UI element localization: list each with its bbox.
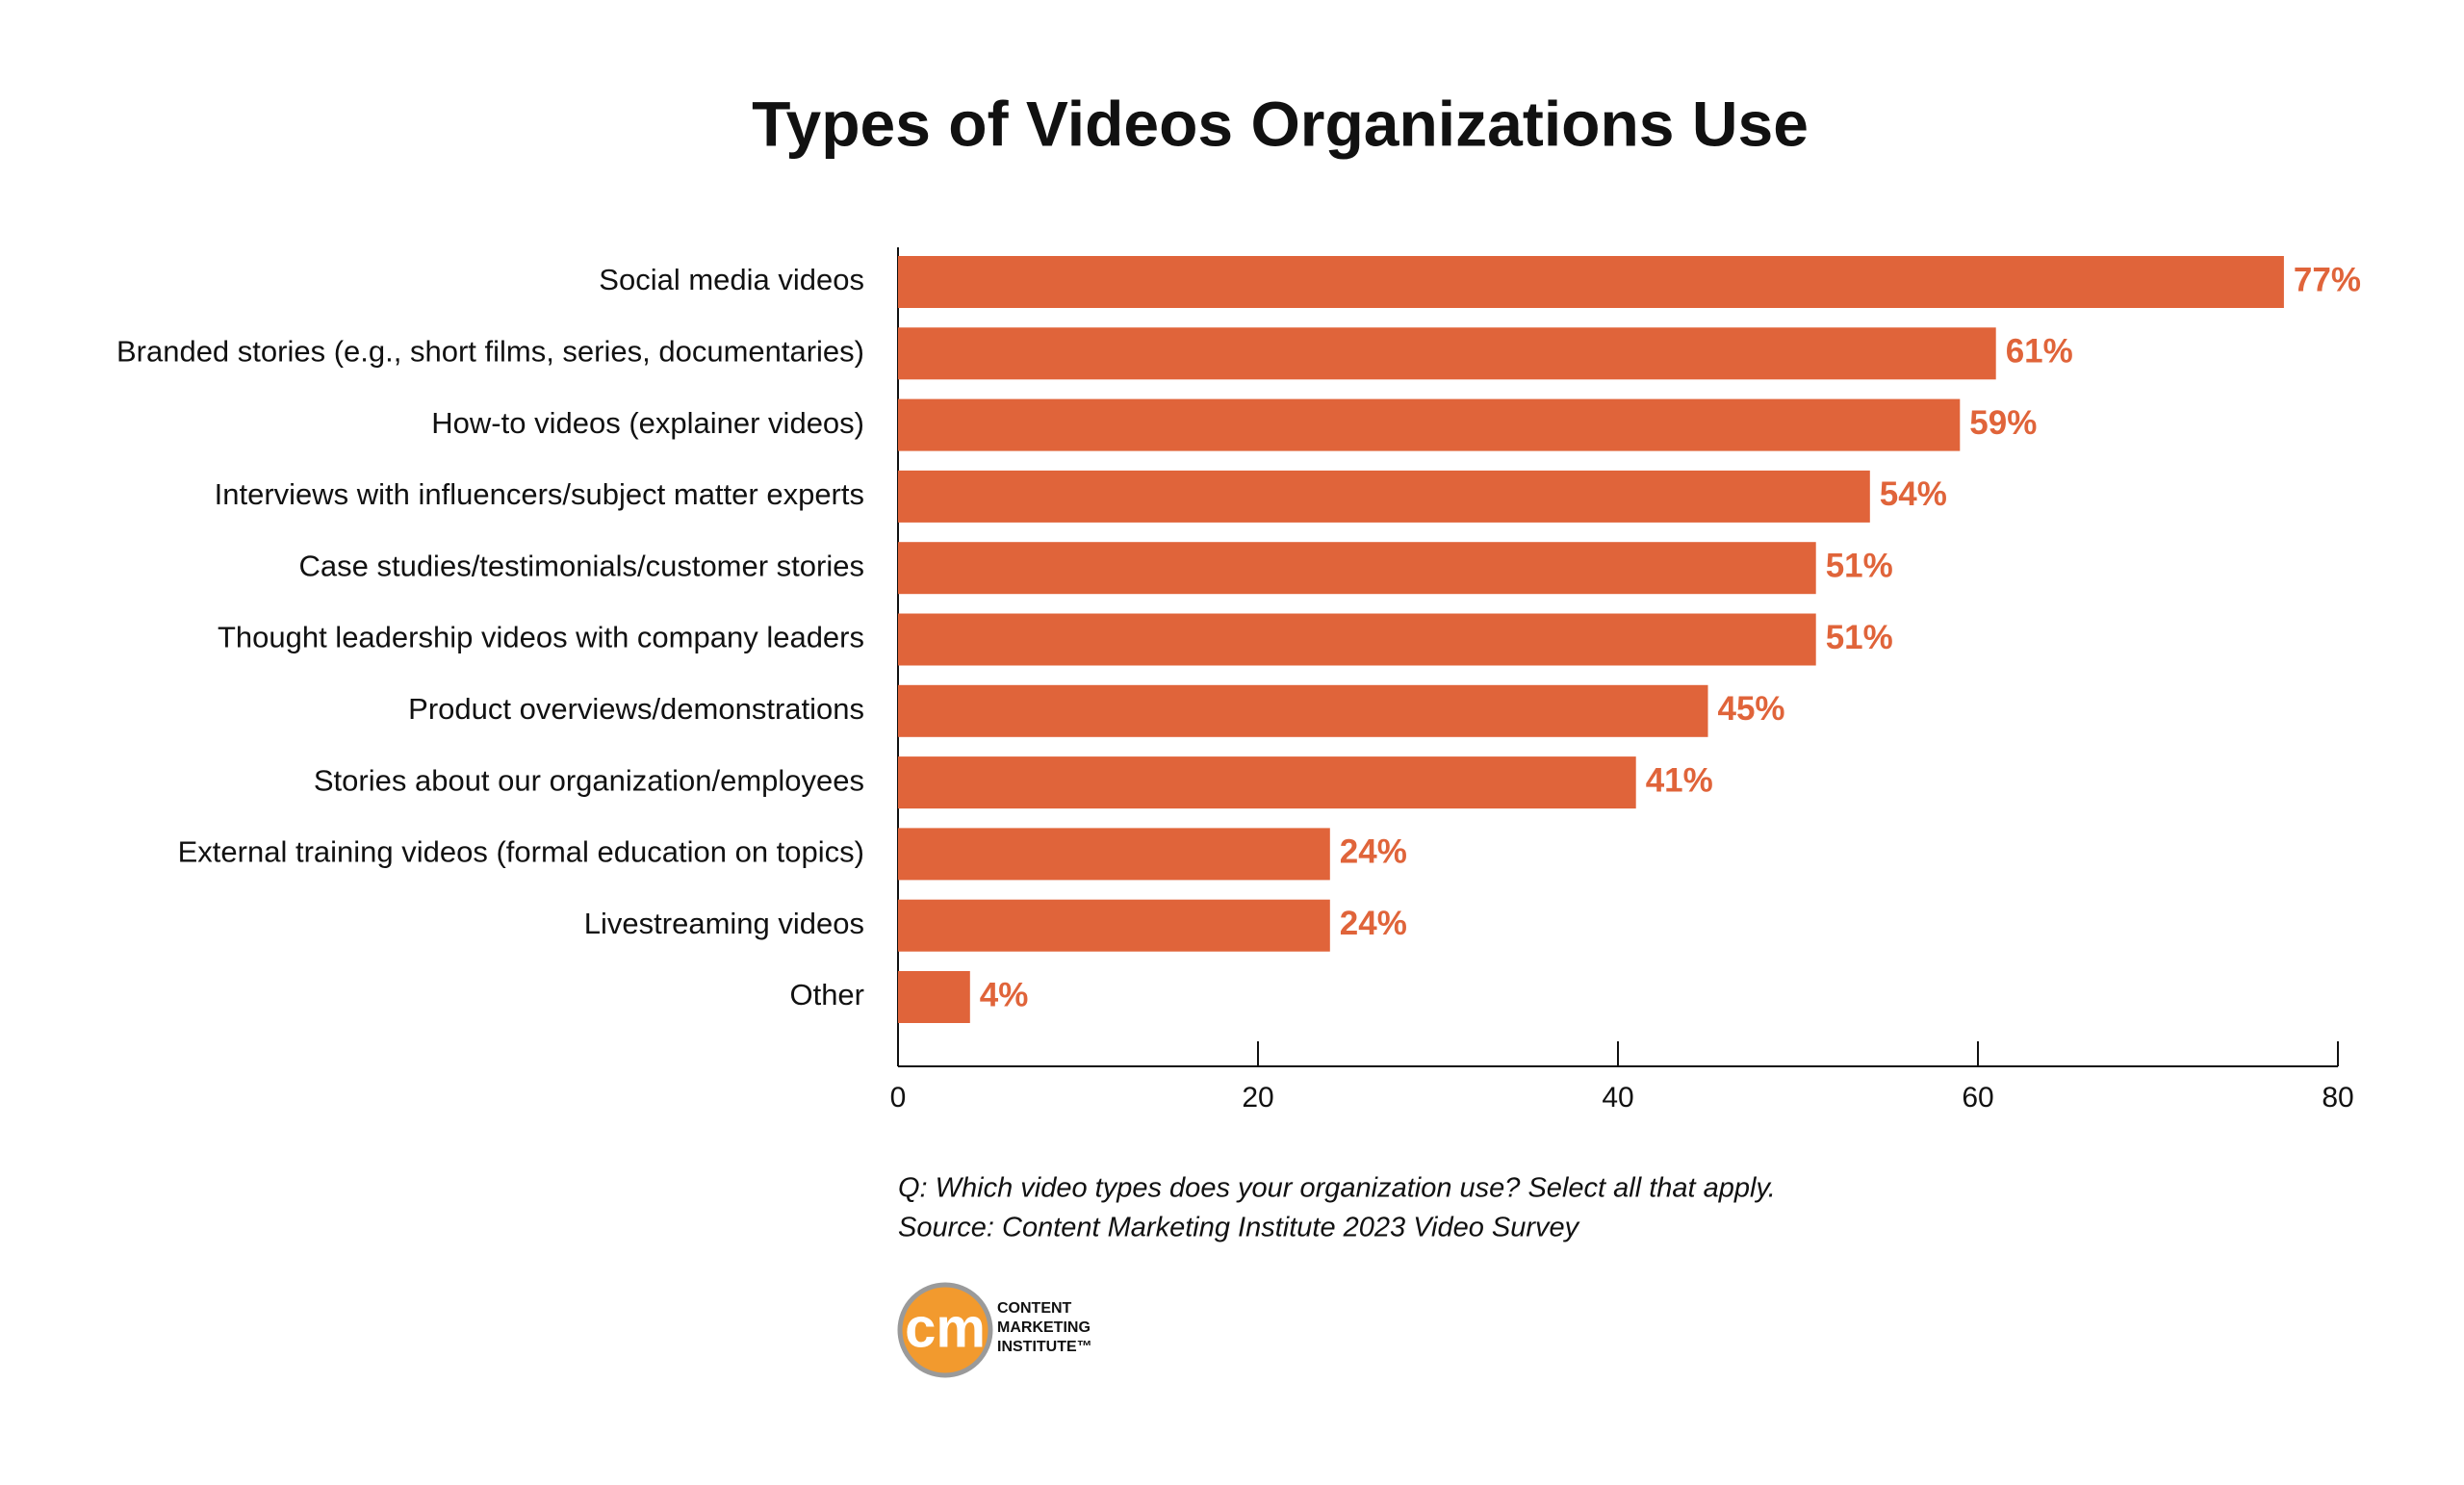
value-label: 4%	[980, 976, 1029, 1013]
category-label: Branded stories (e.g., short films, seri…	[116, 334, 864, 368]
category-label: External training videos (formal educati…	[178, 835, 864, 869]
logo-text: MARKETING	[997, 1319, 1091, 1336]
value-label: 24%	[1340, 833, 1407, 871]
chart-title: Types of Videos Organizations Use	[752, 88, 1809, 159]
bar	[898, 398, 1961, 451]
bar	[898, 613, 1816, 666]
category-label: Case studies/testimonials/customer stori…	[298, 549, 864, 582]
bar	[898, 828, 1330, 881]
x-tick-label: 0	[890, 1082, 907, 1114]
bar	[898, 684, 1708, 737]
logo-text: INSTITUTE™	[997, 1339, 1092, 1355]
bar	[898, 971, 970, 1023]
value-label: 24%	[1340, 905, 1407, 942]
bar	[898, 327, 1996, 380]
value-label: 77%	[2294, 261, 2361, 298]
logo-text: CONTENT	[997, 1300, 1072, 1317]
x-tick-label: 20	[1242, 1082, 1273, 1114]
category-label: Stories about our organization/employees	[314, 763, 864, 797]
category-label: Interviews with influencers/subject matt…	[215, 477, 864, 511]
bar	[898, 542, 1816, 595]
category-label: Product overviews/demonstrations	[408, 692, 864, 726]
value-label: 54%	[1880, 475, 1947, 513]
question-note: Q: Which video types does your organizat…	[898, 1173, 1776, 1204]
source-note: Source: Content Marketing Institute 2023…	[898, 1213, 1580, 1243]
bar	[898, 756, 1636, 809]
bar	[898, 899, 1330, 952]
x-tick-label: 80	[2322, 1082, 2353, 1114]
logo-mark: cm	[905, 1296, 986, 1359]
value-label: 41%	[1646, 761, 1713, 799]
x-tick-label: 60	[1962, 1082, 1993, 1114]
logo-circle	[897, 1282, 993, 1378]
value-label: 51%	[1826, 619, 1893, 656]
bar	[898, 256, 2284, 308]
category-label: Thought leadership videos with company l…	[218, 621, 864, 654]
category-label: Other	[789, 978, 864, 1011]
x-tick-label: 40	[1602, 1082, 1633, 1114]
category-label: Social media videos	[599, 263, 864, 296]
value-label: 51%	[1826, 547, 1893, 584]
category-label: How-to videos (explainer videos)	[431, 406, 864, 440]
category-label: Livestreaming videos	[584, 907, 864, 940]
value-label: 61%	[2006, 333, 2073, 371]
bar	[898, 470, 1870, 523]
value-label: 45%	[1718, 690, 1785, 728]
value-label: 59%	[1969, 404, 2037, 442]
